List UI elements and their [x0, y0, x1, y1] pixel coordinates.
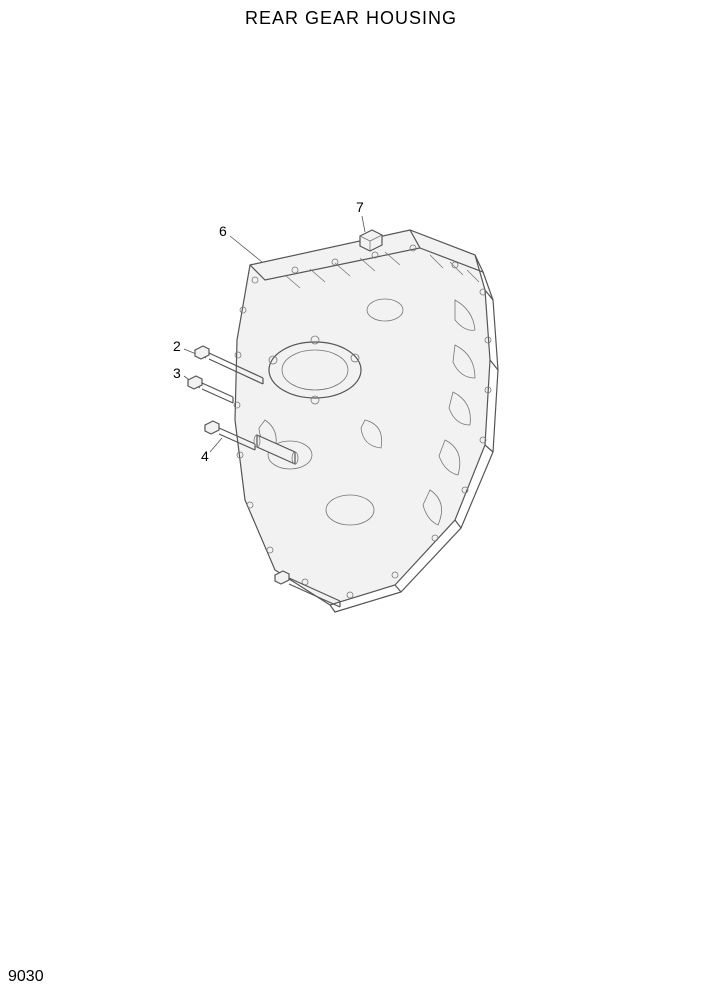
part-3-bolt	[188, 376, 233, 403]
page-number: 9030	[8, 968, 44, 986]
callout-7: 7	[356, 199, 364, 215]
page-title: REAR GEAR HOUSING	[0, 8, 702, 29]
gear-housing-body	[235, 230, 490, 605]
exploded-diagram	[155, 220, 575, 680]
